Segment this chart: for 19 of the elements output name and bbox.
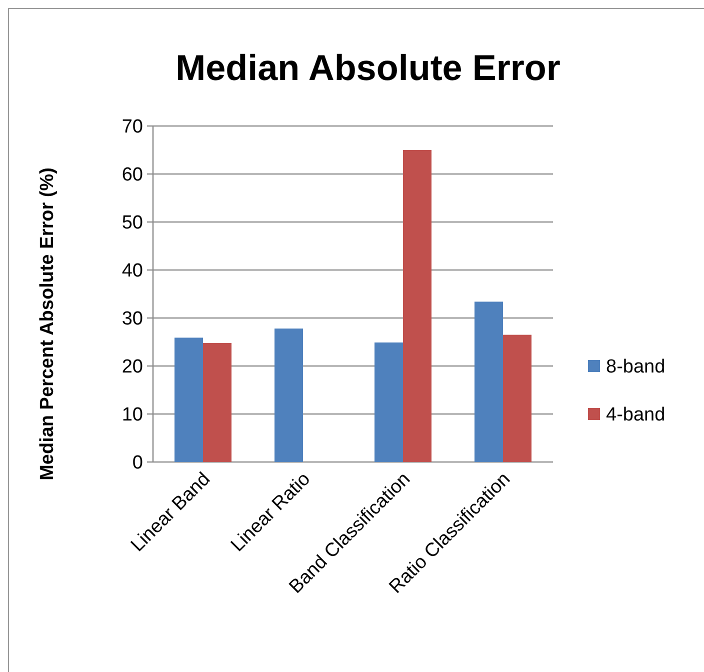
bar — [274, 328, 303, 462]
y-tick-label: 30 — [122, 308, 143, 330]
bar — [403, 150, 432, 462]
y-tick-label: 0 — [132, 452, 143, 474]
y-tick-label: 10 — [122, 404, 143, 426]
bar — [203, 342, 232, 462]
legend-label: 4-band — [606, 404, 666, 426]
legend-label: 8-band — [606, 356, 666, 378]
bar — [503, 334, 532, 462]
y-tick-label: 60 — [122, 164, 143, 186]
bar — [374, 342, 403, 462]
y-tick-label: 50 — [122, 212, 143, 234]
bar — [474, 302, 503, 462]
y-tick-label: 70 — [122, 116, 143, 138]
y-tick-label: 20 — [122, 356, 143, 378]
bar — [174, 338, 203, 462]
y-tick-label: 40 — [122, 260, 143, 282]
chart-title: Median Absolute Error — [176, 47, 560, 88]
y-axis-title: Median Percent Absolute Error (%) — [37, 168, 58, 480]
